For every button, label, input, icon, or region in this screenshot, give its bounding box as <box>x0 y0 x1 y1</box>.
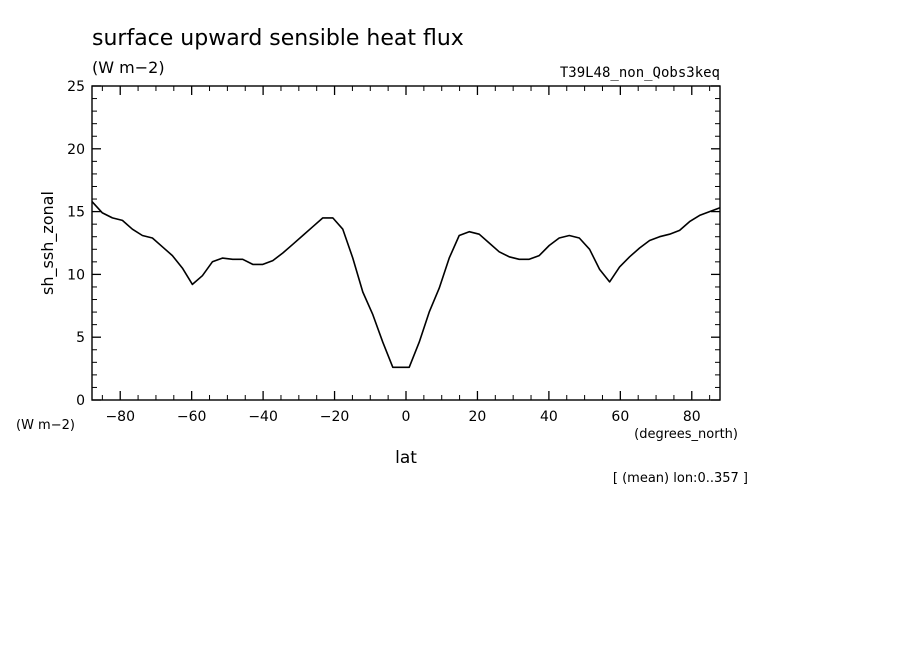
minor-ticks <box>92 86 720 400</box>
y-tick-label: 10 <box>67 267 85 283</box>
averaging-note: [ (mean) lon:0..357 ] <box>613 471 748 486</box>
y-axis-ticks: 0 5 10 15 20 25 <box>67 79 720 409</box>
x-tick-label: 0 <box>402 409 411 425</box>
x-tick-label: −60 <box>177 409 207 425</box>
x-axis-ticks: −80 −60 −40 −20 0 20 40 60 80 <box>105 86 701 425</box>
title-units: (W m−2) <box>92 58 165 77</box>
y-tick-label: 5 <box>76 330 85 346</box>
y-tick-label: 0 <box>76 393 85 409</box>
x-axis-units: (degrees_north) <box>634 427 738 442</box>
x-tick-label: −40 <box>248 409 278 425</box>
chart-title: surface upward sensible heat flux <box>92 26 464 51</box>
series-line <box>91 201 721 369</box>
plot-frame <box>91 85 721 401</box>
x-tick-label: 40 <box>540 409 558 425</box>
y-tick-label: 25 <box>67 79 85 95</box>
x-tick-label: −80 <box>105 409 135 425</box>
x-axis-label: lat <box>395 448 417 468</box>
experiment-label: T39L48_non_Qobs3keq <box>560 65 720 81</box>
x-tick-label: 20 <box>469 409 487 425</box>
y-tick-label: 15 <box>67 205 85 221</box>
x-tick-label: 80 <box>683 409 701 425</box>
y-tick-label: 20 <box>67 142 85 158</box>
plot-area: −80 −60 −40 −20 0 20 40 60 80 0 5 10 15 20 25 <box>67 79 721 425</box>
y-axis-label: sh_ssh_zonal <box>38 191 58 295</box>
x-tick-label: 60 <box>611 409 629 425</box>
x-tick-label: −20 <box>320 409 350 425</box>
y-axis-units: (W m−2) <box>16 418 75 433</box>
